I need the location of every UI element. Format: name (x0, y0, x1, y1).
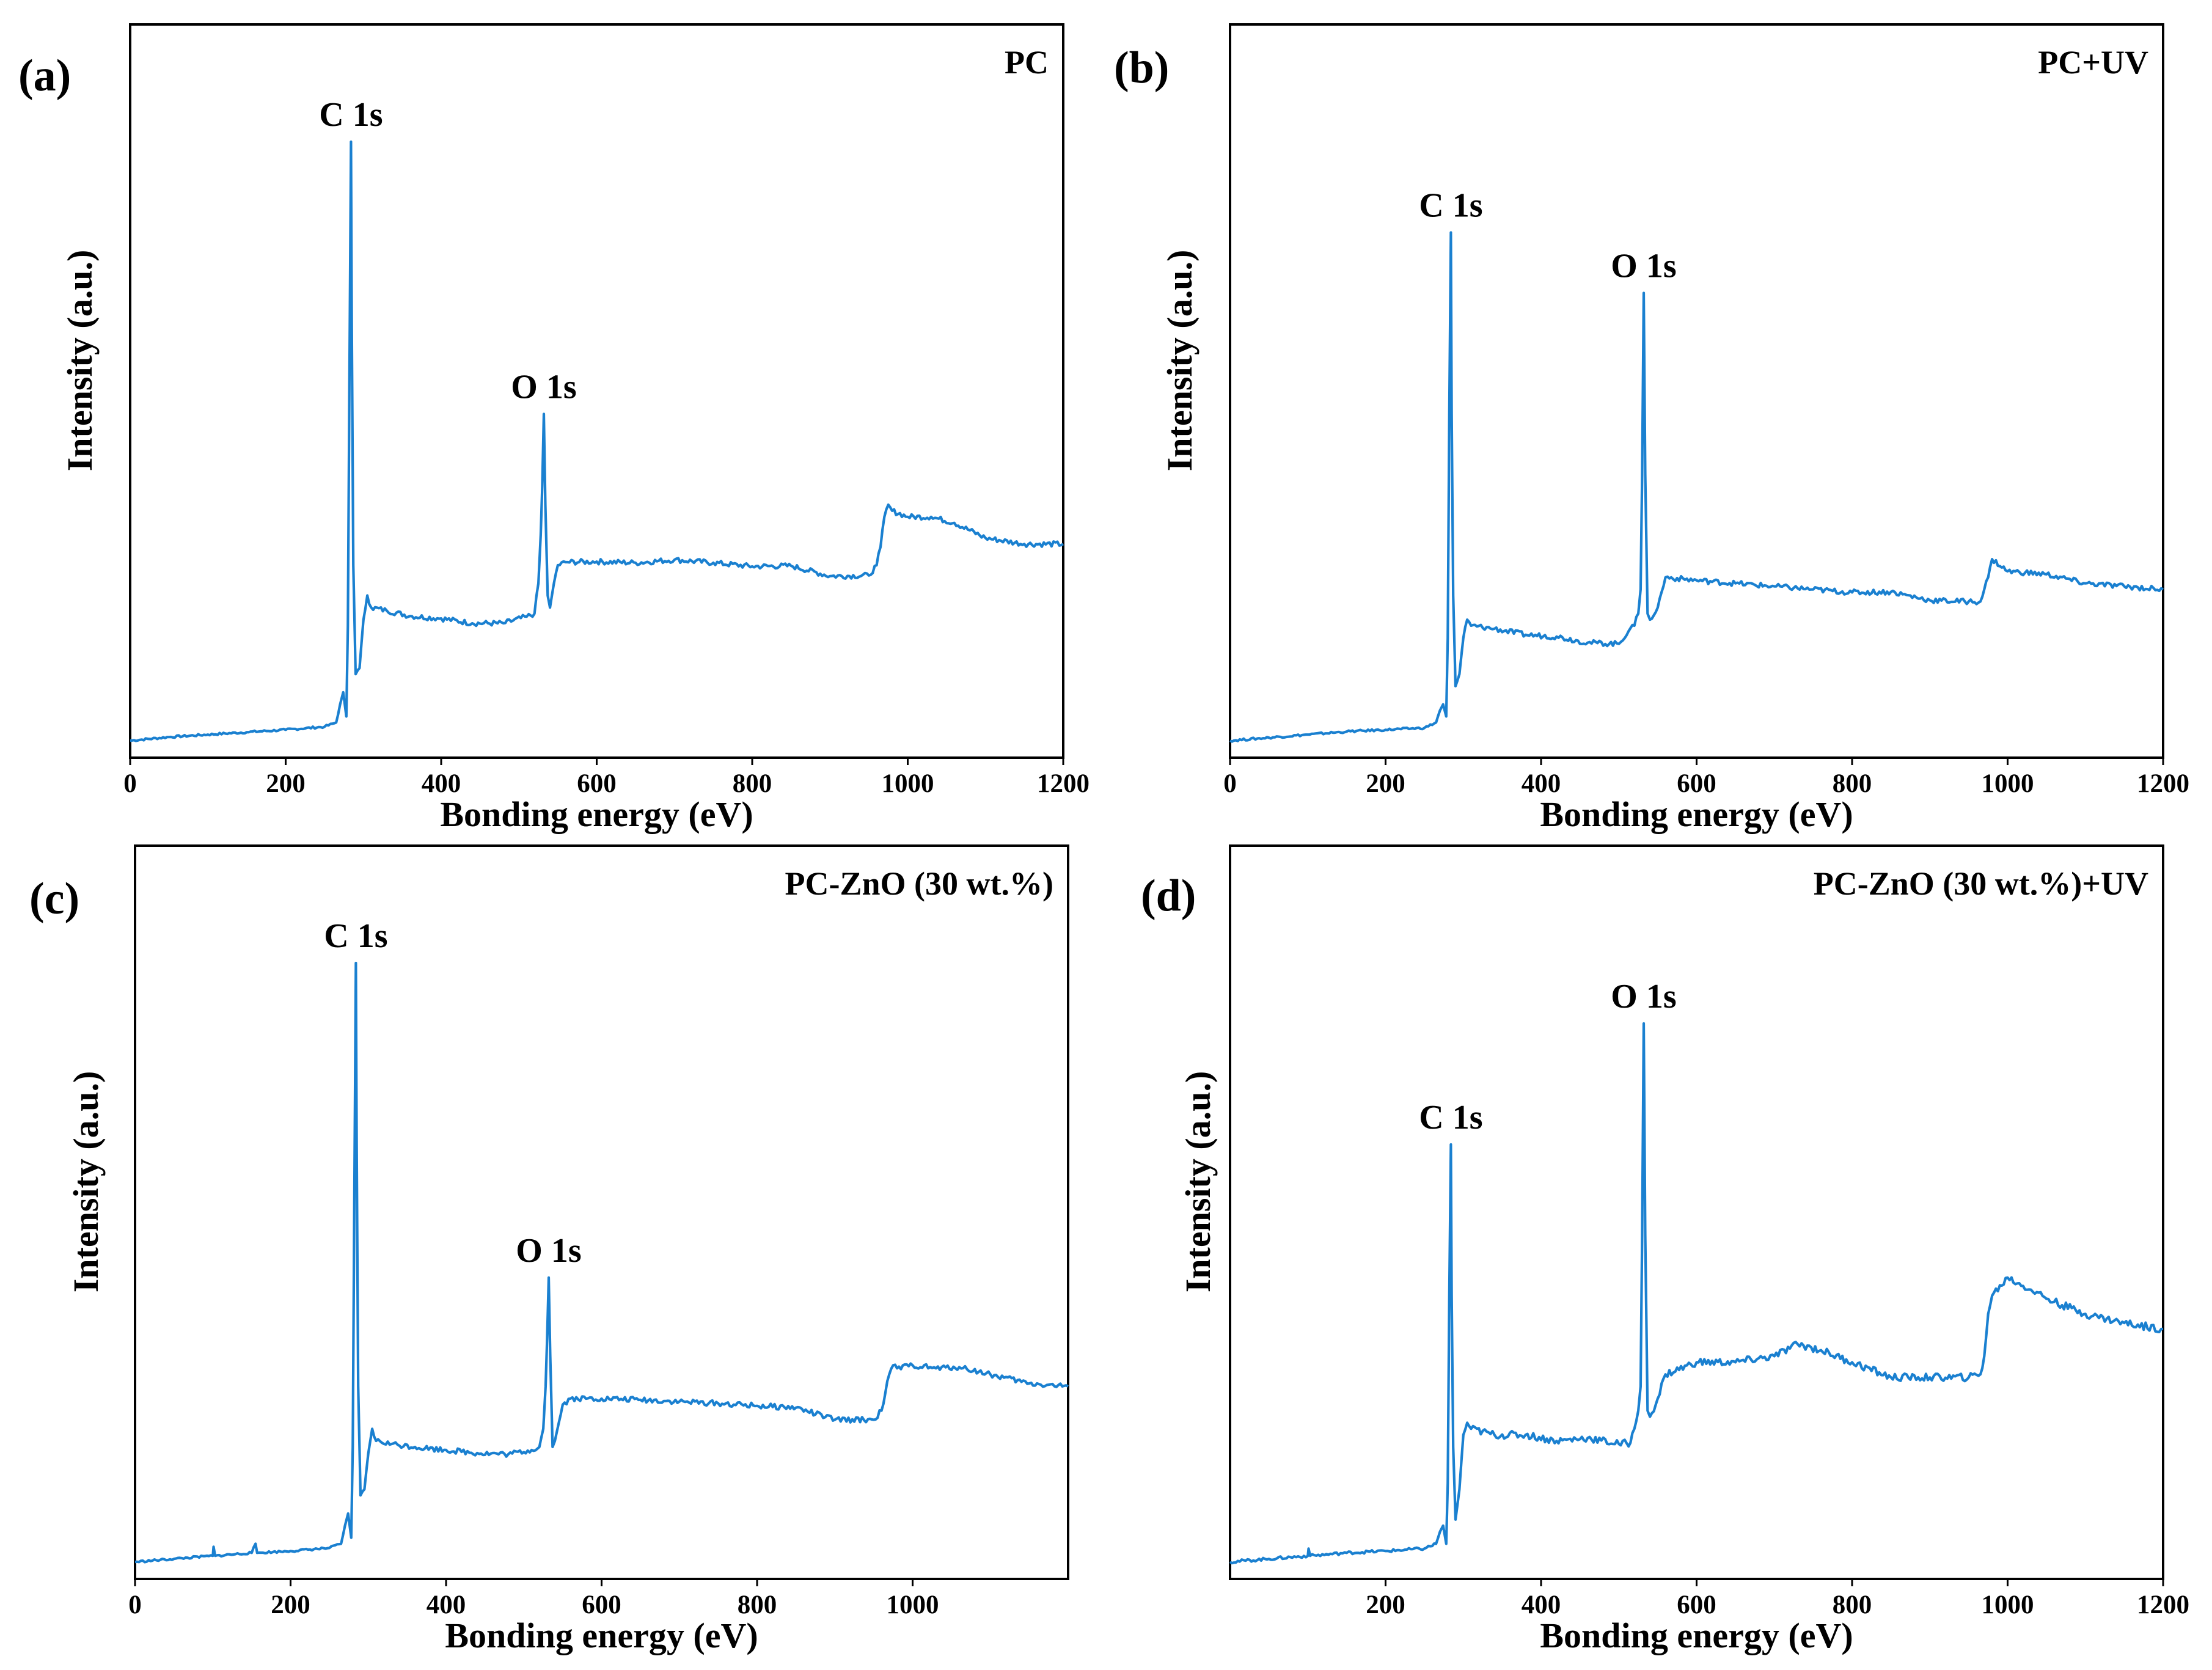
chart-panel-a: 0 200 400 600 800 1000 1200 Bonding energy (eV)… (18, 23, 1090, 834)
x-tick-label: 800 (1833, 769, 1872, 798)
x-tick-label: 400 (1522, 769, 1561, 798)
x-tick-label: 0 (128, 1591, 142, 1619)
x-tick-label: 400 (427, 1591, 466, 1619)
x-axis-title: Bonding energy (eV) (445, 1616, 758, 1655)
plot-frame (1229, 23, 2164, 759)
peak-label: O 1s (511, 368, 576, 406)
x-axis-title: Bonding energy (eV) (440, 794, 753, 834)
panel-letter: (b) (1114, 43, 1169, 93)
sample-label: PC-ZnO (30 wt.%) (785, 865, 1053, 902)
x-tick-label: 400 (422, 769, 461, 798)
x-tick-label: 0 (123, 769, 137, 798)
x-tick-label: 1000 (1982, 1591, 2034, 1619)
x-axis-title: Bonding energy (eV) (1540, 794, 1853, 834)
sample-label: PC (1005, 44, 1049, 81)
spectrum-line (130, 140, 1064, 742)
x-tick-label: 1200 (2137, 769, 2189, 798)
panel-letter: (d) (1141, 871, 1196, 921)
chart-panel-c: 0 200 400 600 800 1000 Bonding energy (eV) Inte… (29, 844, 1069, 1655)
x-tick-label: 200 (266, 769, 306, 798)
x-tick-label: 1000 (887, 1591, 939, 1619)
spectrum-line (1229, 231, 2164, 743)
panel-letter: (a) (18, 51, 71, 101)
x-tick-label: 800 (1833, 1591, 1872, 1619)
y-axis-title: Intensity (a.u.) (66, 1071, 106, 1293)
sample-label: PC+UV (2038, 44, 2148, 81)
x-tick-label: 800 (738, 1591, 777, 1619)
spectrum-line (1229, 1022, 2164, 1565)
x-tick-label: 1200 (1037, 769, 1090, 798)
x-tick-label: 600 (577, 769, 617, 798)
peak-label: O 1s (1611, 247, 1676, 285)
sample-label: PC-ZnO (30 wt.%)+UV (1814, 865, 2148, 902)
x-tick-label: 200 (271, 1591, 310, 1619)
x-tick-label: 200 (1366, 1591, 1405, 1619)
chart-panel-b: 0 200 400 600 800 1000 1200 Bonding energy (eV)… (1114, 23, 2189, 834)
panel-letter: (c) (29, 874, 79, 924)
x-tick-label: 800 (733, 769, 772, 798)
x-tick-label: 600 (1677, 769, 1716, 798)
plot-frame (134, 844, 1069, 1580)
x-tick-label: 400 (1522, 1591, 1561, 1619)
x-tick-label: 0 (1223, 769, 1237, 798)
plot-frame (129, 23, 1064, 759)
x-tick-label: 200 (1366, 769, 1405, 798)
peak-label: C 1s (319, 96, 383, 134)
chart-panel-d: 200 400 600 800 1000 1200 Bonding energy (eV) I… (1141, 844, 2189, 1655)
x-axis-title: Bonding energy (eV) (1540, 1616, 1853, 1655)
peak-label: C 1s (1419, 187, 1482, 225)
x-tick-label: 600 (582, 1591, 621, 1619)
x-tick-label: 600 (1677, 1591, 1716, 1619)
spectrum-line (134, 961, 1069, 1564)
x-tick-label: 1000 (1982, 769, 2034, 798)
y-axis-title: Intensity (a.u.) (1178, 1071, 1218, 1293)
peak-label: O 1s (1611, 978, 1676, 1016)
peak-label: C 1s (1419, 1099, 1482, 1137)
peak-label: C 1s (324, 917, 387, 955)
x-tick-label: 1000 (882, 769, 934, 798)
x-tick-label: 1200 (2137, 1591, 2189, 1619)
plot-frame (1229, 844, 2164, 1580)
y-axis-title: Intensity (a.u.) (1160, 250, 1199, 472)
y-axis-title: Intensity (a.u.) (60, 250, 100, 472)
peak-label: O 1s (516, 1232, 581, 1270)
